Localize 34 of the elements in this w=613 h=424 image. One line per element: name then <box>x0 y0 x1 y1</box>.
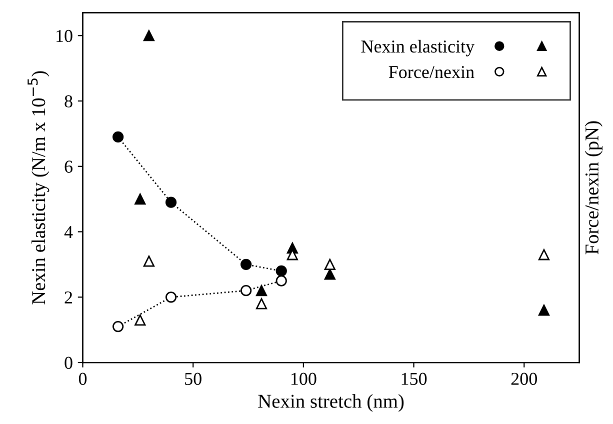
x-tick-label: 0 <box>78 372 87 385</box>
point <box>143 30 155 42</box>
point <box>538 249 550 260</box>
y-tick-label: 8 <box>64 95 72 108</box>
point <box>256 298 268 310</box>
legend-label: Nexin elasticity <box>361 40 474 56</box>
x-axis-title: Nexin stretch (nm) <box>258 394 404 412</box>
point <box>112 321 124 332</box>
point <box>324 268 336 280</box>
point <box>538 304 550 316</box>
y-tick-label: 4 <box>64 226 73 238</box>
point <box>165 292 177 303</box>
y-axis-title: Nexin elasticity (N/m x 10$^{−5}$) <box>28 71 50 304</box>
point <box>276 275 287 286</box>
point <box>143 256 155 267</box>
x-tick-label: 50 <box>185 372 202 385</box>
y-tick-label: 6 <box>64 160 72 173</box>
point <box>134 314 146 326</box>
point <box>165 196 177 208</box>
point <box>134 194 146 205</box>
y-tick-label: 0 <box>64 356 72 369</box>
y2-axis-title: Force/nexin (pN) <box>584 121 602 254</box>
y-tick-label: 10 <box>56 30 72 42</box>
point <box>240 285 252 296</box>
x-tick-label: 100 <box>291 372 316 385</box>
point <box>256 285 268 296</box>
point <box>276 265 287 277</box>
point <box>324 258 336 270</box>
legend-label: Force/nexin <box>388 66 474 78</box>
point <box>112 131 124 143</box>
x-tick-label: 150 <box>402 372 427 385</box>
y-tick-label: 2 <box>64 291 72 304</box>
point <box>240 258 252 270</box>
x-tick-label: 200 <box>511 372 537 385</box>
